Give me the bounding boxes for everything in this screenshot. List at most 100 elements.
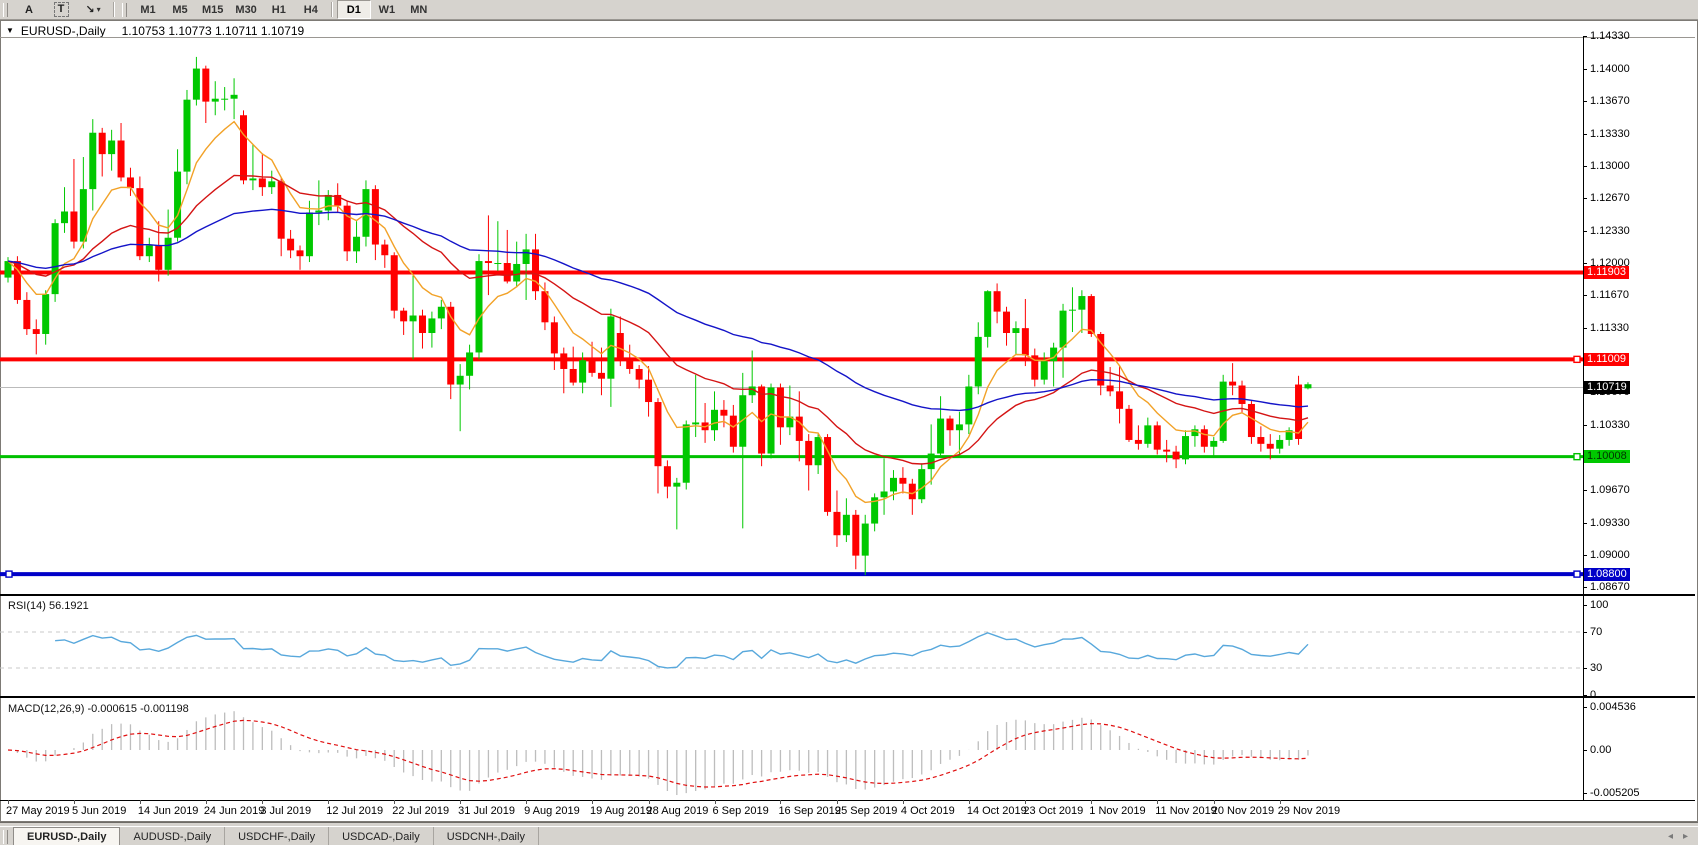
panel-separator[interactable] <box>0 696 1695 698</box>
rsi-label: RSI(14) 56.1921 <box>8 600 89 612</box>
price-tick <box>1583 522 1587 524</box>
chart-tab-usdcad[interactable]: USDCAD-,Daily <box>329 827 434 845</box>
arrow-objects-tool-button[interactable]: ↘ ▾ <box>77 1 109 18</box>
candle <box>258 178 266 188</box>
candle <box>842 514 850 536</box>
date-tick <box>460 800 462 804</box>
panel-separator[interactable] <box>0 594 1695 596</box>
timeframe-button-m1[interactable]: M1 <box>140 3 156 16</box>
price-tick-label: 1.14330 <box>1590 30 1630 43</box>
candle <box>569 368 577 383</box>
timeframe-button-h4[interactable]: H4 <box>303 3 318 16</box>
timeframe-button-mn[interactable]: MN <box>410 3 428 16</box>
price-tick-label: 1.14000 <box>1590 62 1630 75</box>
candle <box>484 261 492 264</box>
macd-tick <box>1583 750 1587 751</box>
candle <box>1040 361 1048 380</box>
candle <box>1210 440 1218 447</box>
timeframe-button-d1[interactable]: D1 <box>336 0 371 19</box>
chart-window <box>0 20 1698 822</box>
price-tick-label: 1.10330 <box>1590 419 1630 432</box>
collapse-triangle-icon[interactable]: ▼ <box>6 26 14 35</box>
date-tick-label: 20 Nov 2019 <box>1211 805 1275 817</box>
date-tick <box>1025 800 1027 804</box>
candle <box>833 511 841 536</box>
toolbar-grip[interactable] <box>122 2 127 17</box>
date-tick-label: 12 Jul 2019 <box>326 805 384 817</box>
price-tick-label: 1.08670 <box>1590 580 1630 593</box>
price-tick <box>1583 230 1587 232</box>
date-tick <box>836 800 838 804</box>
timeframe-button-m5[interactable]: M5 <box>172 3 188 16</box>
candle <box>1238 385 1246 404</box>
candle <box>305 212 313 257</box>
candle <box>711 409 718 431</box>
candle <box>579 360 587 383</box>
candle <box>776 387 784 428</box>
chart-tab-eurusd[interactable]: EURUSD-,Daily <box>13 827 121 845</box>
chart-tab-usdchf[interactable]: USDCHF-,Daily <box>225 827 330 845</box>
tab-scroll-right-icon[interactable]: ▸ <box>1682 831 1688 842</box>
price-tick-label: 1.13330 <box>1590 127 1630 140</box>
candle <box>597 372 605 379</box>
toolbar-grip[interactable] <box>3 2 8 17</box>
candle <box>918 469 926 500</box>
price-tick <box>1583 586 1587 588</box>
text-label-tool-button[interactable]: A <box>25 3 33 16</box>
candle <box>588 360 596 373</box>
price-tick <box>1583 263 1587 264</box>
candle <box>616 333 624 360</box>
candle <box>805 440 813 466</box>
date-tick-label: 5 Jun 2019 <box>71 805 127 817</box>
timeframe-button-h1[interactable]: H1 <box>271 3 286 16</box>
candle <box>1097 333 1105 386</box>
date-tick-label: 27 May 2019 <box>6 805 70 817</box>
macd-tick-label: 0.00 <box>1590 744 1612 756</box>
date-tick <box>526 800 528 804</box>
price-tick <box>1583 133 1587 135</box>
candle <box>871 497 879 524</box>
tabbar-grip <box>3 829 8 844</box>
candle <box>174 171 182 238</box>
candle <box>13 261 21 300</box>
candle <box>1163 449 1171 452</box>
candle <box>692 422 700 425</box>
candle <box>503 263 511 282</box>
candle <box>409 315 417 322</box>
date-tick-label: 31 Jul 2019 <box>458 805 516 817</box>
candle <box>418 315 426 334</box>
slow-ma <box>7 208 1309 412</box>
timeframe-button-w1[interactable]: W1 <box>378 3 396 16</box>
fast-ma <box>7 120 1309 504</box>
date-tick-label: 25 Sep 2019 <box>834 805 898 817</box>
candle <box>645 379 653 403</box>
candle <box>673 482 681 487</box>
candle <box>1247 403 1255 438</box>
chart-tab-usdcnh[interactable]: USDCNH-,Daily <box>434 827 539 845</box>
price-tick-label: 1.13000 <box>1590 159 1630 172</box>
date-tick <box>968 800 970 804</box>
timeframe-button-m30[interactable]: M30 <box>235 3 257 16</box>
rsi-tick-label: 0 <box>1590 689 1597 701</box>
date-tick <box>328 800 330 804</box>
timeframe-button-m15[interactable]: M15 <box>202 3 224 16</box>
hline-price-tag: 1.11903 <box>1584 265 1629 279</box>
hline-handle <box>1573 355 1581 364</box>
candle <box>1200 429 1208 447</box>
date-tick-label: 1 Nov 2019 <box>1089 805 1146 817</box>
candle <box>240 115 247 181</box>
tab-scroll-left-icon[interactable]: ◂ <box>1667 831 1673 842</box>
date-tick <box>394 800 396 804</box>
candle <box>221 98 229 100</box>
candle <box>268 181 276 188</box>
candle <box>343 205 351 252</box>
chart-tab-audusd[interactable]: AUDUSD-,Daily <box>120 827 226 845</box>
candle <box>475 261 483 353</box>
candle <box>880 491 888 498</box>
text-box-tool-button[interactable]: T <box>45 1 77 18</box>
candle <box>1050 347 1058 362</box>
date-tick <box>262 800 264 804</box>
candle <box>1003 311 1011 334</box>
candle <box>296 250 304 257</box>
